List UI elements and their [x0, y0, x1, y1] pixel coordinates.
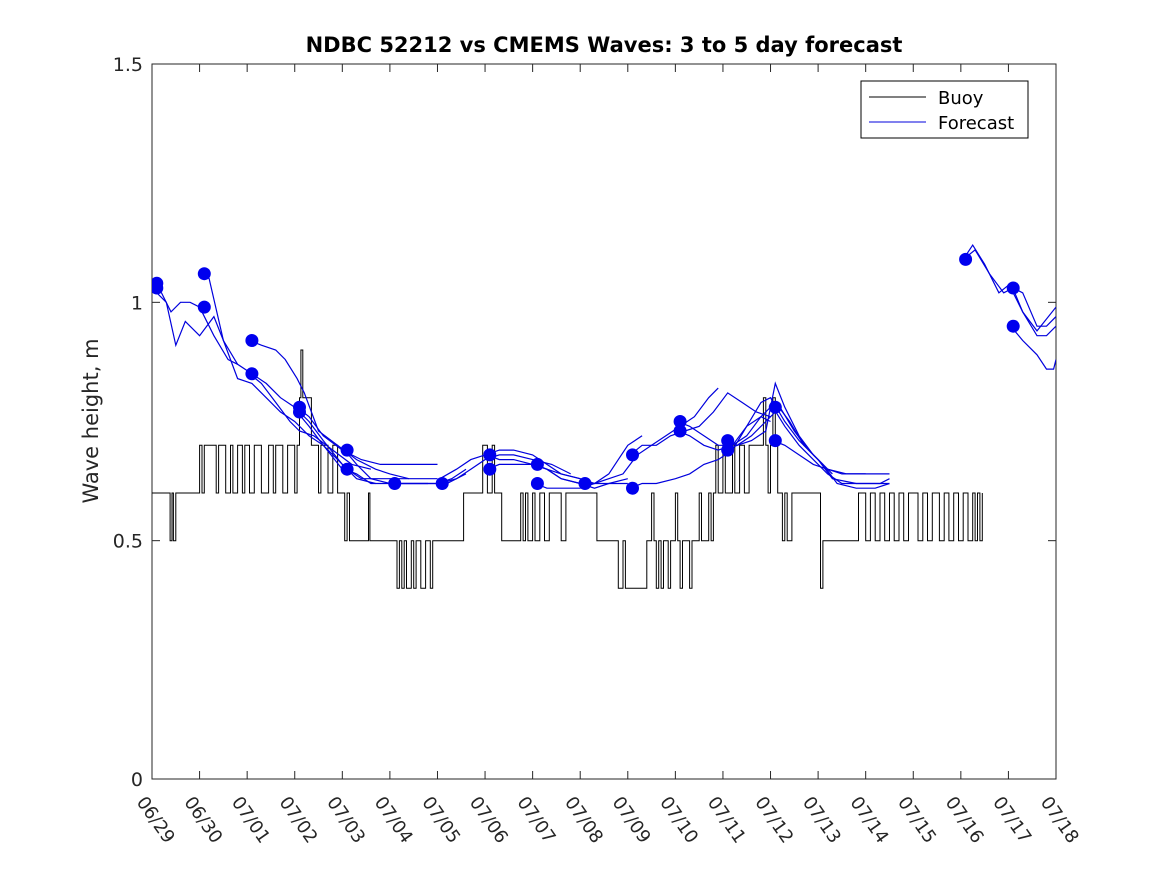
forecast-series-line-6 — [296, 411, 438, 480]
x-tick-label: 07/02 — [275, 793, 322, 848]
forecast-start-marker-12 — [483, 448, 497, 462]
forecast-start-marker-22 — [721, 443, 735, 457]
x-tick-label: 06/30 — [179, 793, 226, 848]
forecast-start-marker-13 — [483, 462, 497, 476]
forecast-series-line-20 — [677, 396, 890, 485]
forecast-series-line-25 — [962, 243, 1056, 332]
forecast-start-marker-16 — [578, 477, 592, 490]
forecast-start-marker-5 — [245, 367, 259, 381]
x-tick-label: 07/07 — [513, 793, 560, 848]
forecast-series-line-18 — [629, 416, 771, 489]
forecast-series-line-0 — [152, 282, 238, 365]
x-tick-label: 07/17 — [988, 793, 1035, 848]
forecast-series-line-11 — [439, 449, 581, 480]
x-tick-label: 07/12 — [750, 793, 797, 848]
y-axis-label: Wave height, m — [79, 338, 103, 503]
x-tick-label: 07/14 — [846, 793, 893, 848]
x-tick-label: 07/06 — [465, 793, 512, 848]
x-tick-label: 07/13 — [798, 793, 845, 848]
forecast-start-marker-25 — [959, 252, 973, 266]
forecast-series-line-22 — [725, 406, 890, 489]
forecast-start-marker-21 — [721, 434, 735, 448]
legend: Buoy Forecast — [860, 80, 1029, 139]
forecast-start-marker-19 — [673, 415, 687, 428]
y-axis: 0 0.5 1 1.5 — [113, 54, 1056, 791]
forecast-start-marker-18 — [626, 481, 639, 495]
x-tick-label: 07/10 — [655, 793, 702, 848]
forecast-start-marker-20 — [673, 424, 687, 438]
forecast-start-marker-3 — [197, 300, 211, 314]
forecast-start-marker-17 — [626, 448, 639, 462]
forecast-series-line-24 — [772, 440, 866, 475]
x-tick-label: 07/11 — [703, 793, 750, 848]
plot-area — [151, 63, 1057, 780]
x-tick-label: 07/09 — [608, 793, 655, 848]
forecast-start-marker-26 — [1006, 281, 1020, 295]
x-tick-label: 07/08 — [560, 793, 607, 848]
forecast-series-line-17 — [629, 392, 771, 456]
forecast-start-marker-9 — [340, 462, 354, 476]
forecast-series-line-28 — [1010, 325, 1056, 370]
forecast-start-marker-2 — [197, 267, 211, 281]
x-tick-label: 07/03 — [322, 793, 369, 848]
y-tick-label: 0.5 — [113, 531, 143, 553]
forecast-start-marker-11 — [435, 477, 449, 490]
legend-forecast-label: Forecast — [938, 113, 1014, 134]
forecast-start-marker-23 — [768, 400, 782, 414]
legend-buoy-label: Buoy — [938, 88, 984, 109]
x-tick-label: 07/04 — [370, 793, 417, 848]
forecast-start-marker-8 — [340, 443, 354, 457]
forecast-series-line-27 — [1010, 287, 1056, 337]
y-tick-label: 1.5 — [113, 54, 143, 76]
x-tick-label: 07/15 — [893, 793, 940, 848]
forecast-series-line-14 — [534, 482, 628, 489]
y-tick-label: 1 — [131, 292, 143, 314]
forecast-series-line-4 — [249, 373, 372, 470]
buoy-series-line — [152, 349, 983, 589]
series-layer — [152, 243, 1056, 589]
x-tick-label: 07/05 — [417, 793, 464, 848]
forecast-start-marker-1 — [152, 281, 164, 295]
x-tick-label: 06/29 — [132, 793, 179, 848]
forecast-start-marker-4 — [245, 334, 259, 347]
forecast-series-line-5 — [296, 406, 438, 465]
y-tick-label: 0 — [131, 769, 143, 791]
forecast-series-line-3 — [249, 339, 410, 480]
x-tick-label: 07/18 — [1036, 793, 1083, 848]
forecast-series-line-13 — [487, 463, 628, 489]
forecast-start-marker-7 — [293, 405, 306, 419]
forecast-start-marker-15 — [530, 477, 544, 490]
legend-box — [860, 80, 1029, 139]
forecast-start-marker-27 — [1006, 319, 1020, 333]
x-tick-label: 07/16 — [941, 793, 988, 848]
forecast-start-marker-10 — [388, 477, 402, 490]
forecast-series-line-1 — [152, 287, 343, 470]
chart-title: NDBC 52212 vs CMEMS Waves: 3 to 5 day fo… — [306, 33, 903, 57]
forecast-start-marker-14 — [530, 457, 544, 471]
forecast-start-marker-24 — [768, 434, 782, 448]
x-tick-label: 07/01 — [227, 793, 274, 848]
